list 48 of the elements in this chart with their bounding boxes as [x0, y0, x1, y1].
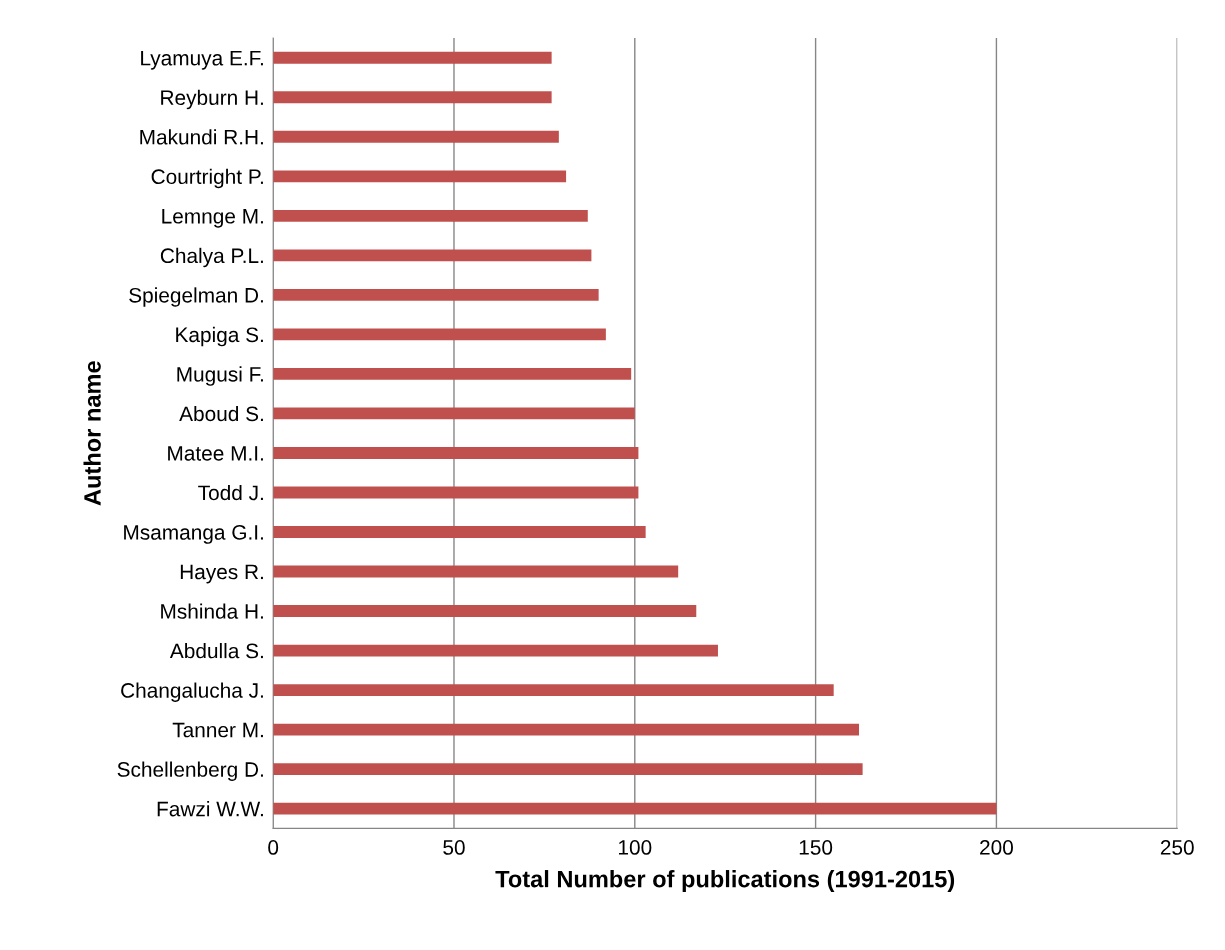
- bar: [273, 407, 635, 420]
- y-tick-label: Changalucha J.: [121, 682, 263, 702]
- y-tick-label: Reyburn H.: [161, 89, 263, 110]
- y-tick-label: Fawzi W.W.: [157, 801, 263, 817]
- y-tick-label: Chalya P.L.: [160, 247, 263, 268]
- y-tick-label: Mugusi F.: [177, 366, 263, 386]
- y-tick-label: Tanner M.: [172, 722, 263, 738]
- bar: [273, 51, 552, 64]
- y-tick-label: Spiegelman D.: [129, 287, 263, 307]
- y-tick-label: Msamanga G.I.: [124, 525, 263, 544]
- bar: [273, 249, 592, 262]
- bar: [273, 91, 552, 104]
- y-tick-label: Hayes R.: [180, 564, 263, 584]
- bar: [273, 170, 567, 183]
- y-tick-label: Schellenberg D.: [117, 761, 263, 781]
- bar: [273, 130, 559, 143]
- bar: [273, 209, 588, 222]
- bar: [273, 486, 639, 499]
- y-axis-title: Author name: [83, 361, 101, 506]
- y-tick-label: Aboud S.: [179, 405, 263, 422]
- bar: [273, 644, 718, 657]
- x-tick-label: 100: [619, 840, 652, 855]
- y-tick-label: Matee M.I.: [168, 446, 263, 461]
- x-tick-label: 150: [799, 840, 833, 855]
- y-tick-label: Mshinda H.: [161, 603, 263, 619]
- bar: [273, 605, 697, 617]
- y-tick-label: Kapiga S.: [176, 326, 263, 347]
- bar: [273, 684, 834, 697]
- bar: [273, 723, 859, 736]
- y-tick-label: Courtright P.: [151, 168, 263, 189]
- y-tick-label: Makundi R.H.: [140, 129, 263, 145]
- bar: [273, 367, 632, 380]
- x-tick-label: 200: [980, 840, 1013, 855]
- y-tick-label: Todd J.: [198, 484, 263, 501]
- x-tick-label: 0: [268, 840, 279, 855]
- bar: [273, 802, 997, 815]
- x-tick-label: 250: [1160, 840, 1194, 855]
- bar: [273, 447, 639, 459]
- bar: [273, 526, 646, 538]
- x-tick-label: 50: [443, 840, 465, 855]
- bar: [273, 565, 679, 578]
- bar: [273, 763, 863, 776]
- y-tick-label: Abdulla S.: [169, 643, 263, 659]
- bar: [273, 328, 606, 341]
- y-tick-label: Lemnge M.: [162, 209, 263, 228]
- bar: [273, 288, 599, 301]
- x-axis-title: Total Number of publications (1991-2015): [495, 870, 955, 893]
- y-tick-label: Lyamuya E.F.: [141, 50, 263, 70]
